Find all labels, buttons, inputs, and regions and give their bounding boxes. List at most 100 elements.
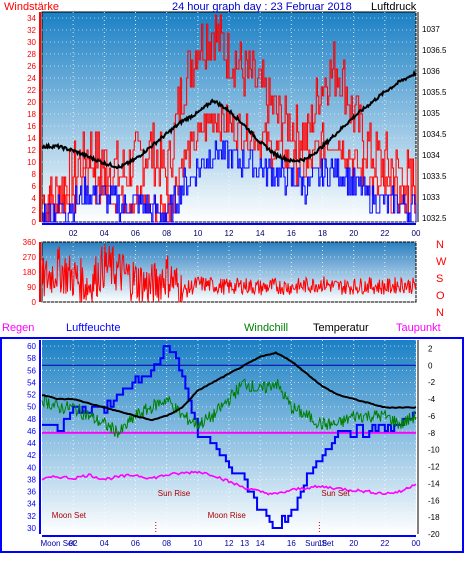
temperature-axis: 2 0 -2 -4 -6 -8 -10 -12 -14 -16 -18 -20 xyxy=(417,340,440,539)
wind-speed-tick-label: 16 xyxy=(27,122,36,131)
time-tick-label: 20 xyxy=(349,539,358,548)
humidity-tick-label: 40 xyxy=(27,463,36,472)
astronomy-event-label: Sun Set xyxy=(321,489,350,498)
direction-tick-label: 180 xyxy=(23,268,37,277)
humidity-tick-label: 48 xyxy=(27,415,36,424)
humidity-tick-label: 36 xyxy=(27,488,36,497)
wind-speed-tick-label: 14 xyxy=(27,134,36,143)
wind-speed-tick-label: 22 xyxy=(27,86,36,95)
wind-speed-tick-label: 24 xyxy=(27,74,36,83)
humidity-tick-label: 50 xyxy=(27,403,36,412)
time-tick-label: 14 xyxy=(256,539,265,548)
pressure-tick-label: 1032.5 xyxy=(422,214,447,223)
wind-direction-line xyxy=(41,244,417,303)
time-tick-label: 00 xyxy=(412,229,421,238)
pressure-tick-label: 1033.5 xyxy=(422,172,447,181)
temperature-time-axis: Moon Set Sun Set 02 04 06 08 10 12 13 14 16 18 20 22 0… xyxy=(40,535,421,548)
dewpoint-legend: Taupunkt xyxy=(396,322,441,334)
wind-speed-tick-label: 34 xyxy=(27,14,36,23)
wind-average-line xyxy=(42,140,417,223)
direction-tick-label: 270 xyxy=(23,253,37,262)
temperature-tick-label: -12 xyxy=(428,463,440,472)
temperature-series xyxy=(41,345,417,529)
temperature-tick-label: 0 xyxy=(428,361,433,370)
wind-speed-tick-label: 20 xyxy=(27,98,36,107)
pressure-tick-label: 1037 xyxy=(422,25,440,34)
temperature-tick-label: -18 xyxy=(428,513,440,522)
time-tick-label: 12 xyxy=(225,229,234,238)
compass-label: S xyxy=(436,273,443,285)
time-tick-label: 00 xyxy=(412,539,421,548)
temperature-tick-label: -6 xyxy=(428,412,436,421)
wind-speed-tick-label: 32 xyxy=(27,26,36,35)
windchill-legend: Windchill xyxy=(244,322,288,334)
wind-speed-tick-label: 12 xyxy=(27,146,36,155)
temperature-tick-label: -8 xyxy=(428,429,436,438)
temperature-line xyxy=(41,351,417,422)
wind-speed-tick-label: 0 xyxy=(32,218,37,227)
temperature-tick-label: -14 xyxy=(428,479,440,488)
time-tick-label: 10 xyxy=(193,229,202,238)
temperature-tick-label: -4 xyxy=(428,395,436,404)
direction-tick-label: 90 xyxy=(27,283,36,292)
pressure-tick-label: 1036 xyxy=(422,67,440,76)
pressure-tick-label: 1035 xyxy=(422,109,440,118)
time-tick-label: 04 xyxy=(100,229,109,238)
time-tick-label: 12 xyxy=(225,539,234,548)
wind-speed-tick-label: 28 xyxy=(27,50,36,59)
humidity-tick-label: 58 xyxy=(27,354,36,363)
wind-speed-line xyxy=(42,104,416,223)
humidity-tick-label: 42 xyxy=(27,451,36,460)
humidity-tick-label: 44 xyxy=(27,439,36,448)
time-tick-label: 18 xyxy=(318,539,327,548)
direction-tick-label: 0 xyxy=(32,298,37,307)
astronomy-event-label: Moon Set xyxy=(52,511,87,520)
wind-direction-axis: 0 90 180 270 360 xyxy=(23,238,41,307)
time-tick-label: 04 xyxy=(100,539,109,548)
temperature-tick-label: -20 xyxy=(428,530,440,539)
humidity-tick-label: 52 xyxy=(27,391,36,400)
dewpoint-line xyxy=(41,470,417,496)
humidity-tick-label: 46 xyxy=(27,427,36,436)
time-tick-label: Sun Set xyxy=(305,539,334,548)
astronomy-events: Moon Set Sun Rise Moon Rise Sun Set xyxy=(52,489,351,534)
time-tick-label: Moon Set xyxy=(40,539,75,548)
temperature-tick-label: 2 xyxy=(428,344,433,353)
wind-speed-tick-label: 6 xyxy=(32,182,37,191)
time-tick-label: 22 xyxy=(380,229,389,238)
time-tick-label: 10 xyxy=(193,539,202,548)
temperature-tick-label: -2 xyxy=(428,378,436,387)
astronomy-event-label: Sun Rise xyxy=(158,489,191,498)
humidity-tick-label: 60 xyxy=(27,342,36,351)
time-tick-label: 18 xyxy=(318,229,327,238)
pressure-axis-label: Luftdruck xyxy=(371,1,417,13)
pressure-tick-label: 1034.5 xyxy=(422,130,447,139)
humidity-tick-label: 34 xyxy=(27,500,36,509)
pressure-axis: 1032.5 1033 1033.5 1034 1034.5 1035 1035.5 1036… xyxy=(417,12,447,223)
chart-title: 24 hour graph day : 23 Februar 2018 xyxy=(172,1,352,13)
windchill-line xyxy=(41,378,417,438)
astronomy-event-label: Moon Rise xyxy=(208,511,247,520)
pressure-line xyxy=(41,69,417,170)
humidity-tick-label: 38 xyxy=(27,475,36,484)
time-tick-label: 16 xyxy=(287,229,296,238)
pressure-tick-label: 1033 xyxy=(422,193,440,202)
wind-speed-tick-label: 8 xyxy=(32,170,37,179)
humidity-line xyxy=(42,345,416,529)
time-tick-label: 06 xyxy=(131,229,140,238)
wind-speed-tick-label: 18 xyxy=(27,110,36,119)
humidity-tick-label: 30 xyxy=(27,524,36,533)
pressure-tick-label: 1035.5 xyxy=(422,88,447,97)
compass-label: O xyxy=(436,290,445,302)
pressure-tick-label: 1036.5 xyxy=(422,46,447,55)
direction-tick-label: 360 xyxy=(23,238,37,247)
time-tick-label: 13 xyxy=(240,539,249,548)
compass-label: N xyxy=(436,307,444,319)
time-tick-label: 08 xyxy=(162,229,171,238)
